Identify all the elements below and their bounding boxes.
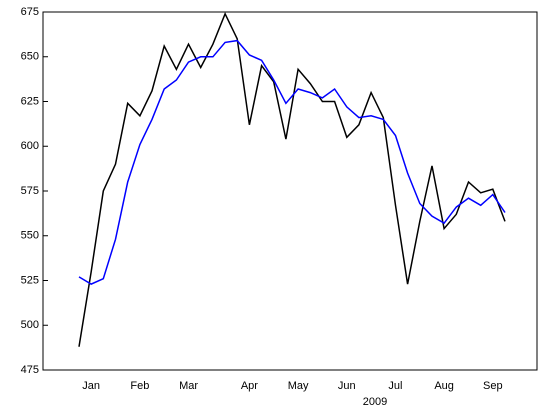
x-tick-label: Sep (483, 380, 503, 392)
x-tick-label: May (288, 380, 309, 392)
plot-frame (42, 11, 538, 371)
y-tick-label: 625 (21, 95, 39, 107)
x-tick-label: Jun (338, 380, 356, 392)
x-axis-label: 2009 (363, 396, 387, 408)
y-tick-label: 475 (21, 364, 39, 376)
x-tick-label: Jul (388, 380, 402, 392)
y-tick-label: 600 (21, 140, 39, 152)
x-tick-label: Mar (179, 380, 198, 392)
x-tick-label: Apr (241, 380, 258, 392)
series-line (78, 39, 506, 285)
y-tick-label: 675 (21, 6, 39, 18)
y-tick-label: 500 (21, 319, 39, 331)
y-tick-label: 550 (21, 230, 39, 242)
y-tick-label: 650 (21, 51, 39, 63)
x-tick-label: Aug (434, 380, 454, 392)
y-tick-label: 575 (21, 185, 39, 197)
x-tick-label: Jan (82, 380, 100, 392)
series-line (78, 11, 506, 347)
y-tick-label: 525 (21, 274, 39, 286)
x-tick-label: Feb (130, 380, 149, 392)
